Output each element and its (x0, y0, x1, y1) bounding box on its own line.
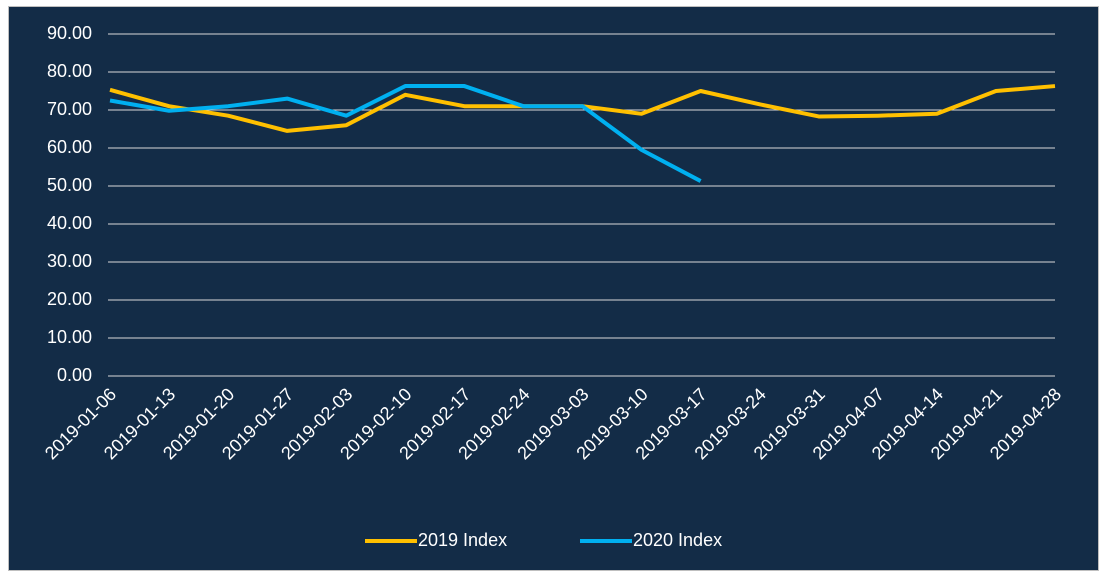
line-series (109, 84, 702, 183)
y-tick-label: 90.00 (47, 23, 92, 43)
y-tick-label: 30.00 (47, 251, 92, 271)
y-tick-label: 80.00 (47, 61, 92, 81)
chart-background (8, 6, 1099, 571)
y-tick-label: 60.00 (47, 137, 92, 157)
y-tick-label: 40.00 (47, 213, 92, 233)
legend-label: 2019 Index (418, 530, 507, 550)
y-tick-label: 50.00 (47, 175, 92, 195)
y-tick-label: 70.00 (47, 99, 92, 119)
legend-label: 2020 Index (633, 530, 722, 550)
y-tick-label: 0.00 (57, 365, 92, 385)
y-tick-label: 20.00 (47, 289, 92, 309)
y-tick-label: 10.00 (47, 327, 92, 347)
